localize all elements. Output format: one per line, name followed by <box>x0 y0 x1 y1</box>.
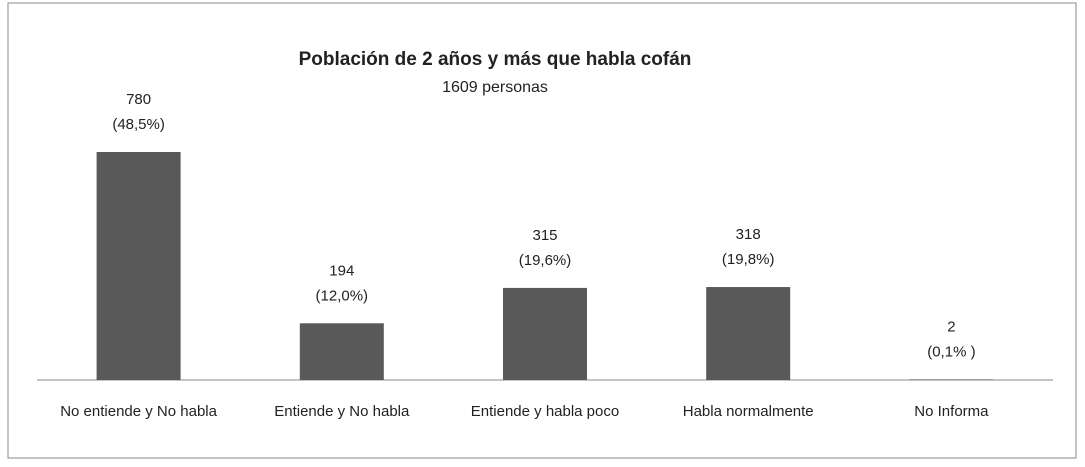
chart-title: Población de 2 años y más que habla cofá… <box>299 49 692 70</box>
x-tick-label: Entiende y No habla <box>274 403 410 420</box>
value-label: 2 <box>947 318 955 335</box>
value-label: 318 <box>736 226 761 243</box>
chart-subtitle: 1609 personas <box>442 79 548 96</box>
value-label: 315 <box>532 227 557 244</box>
bar <box>909 379 994 380</box>
share-label: (0,1% ) <box>927 343 975 360</box>
share-label: (19,6%) <box>519 252 572 269</box>
bar <box>503 287 587 380</box>
chart-border <box>7 2 1077 459</box>
x-tick-label: Entiende y habla poco <box>471 403 619 420</box>
value-label: 780 <box>126 91 151 108</box>
value-label: 194 <box>329 262 354 279</box>
share-label: (12,0%) <box>316 287 369 304</box>
x-tick-label: Habla normalmente <box>683 403 814 420</box>
share-label: (19,8%) <box>722 251 775 268</box>
x-tick-label: No Informa <box>914 403 989 420</box>
share-label: (48,5%) <box>112 116 165 133</box>
x-tick-label: No entiende y No habla <box>60 403 217 420</box>
bar <box>96 152 181 380</box>
bar <box>706 287 791 380</box>
bar <box>299 323 384 380</box>
